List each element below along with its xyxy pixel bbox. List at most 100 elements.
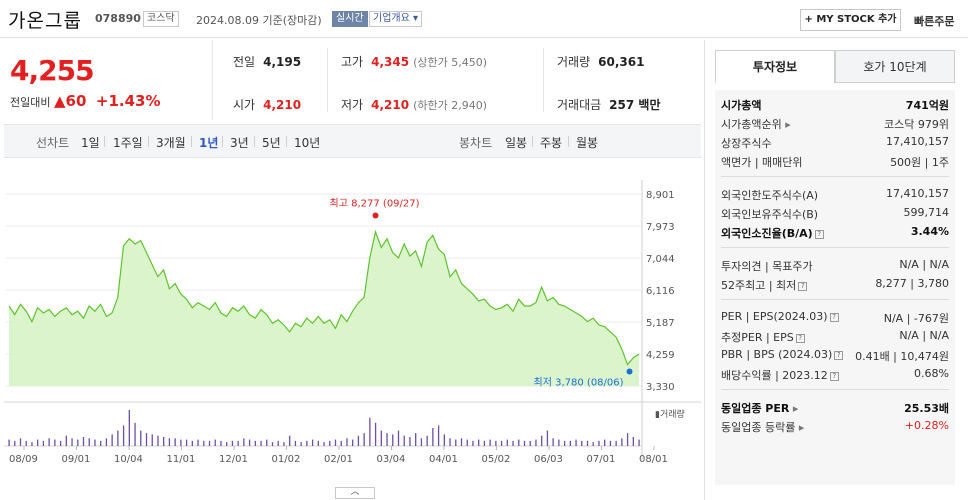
- price-change: 전일대비 ▲60 +1.43%: [10, 92, 161, 110]
- tab-1d[interactable]: 1일: [81, 136, 100, 150]
- x-tick-label: 12/01: [219, 454, 248, 465]
- y-tick-label: 6,116: [646, 286, 675, 297]
- volume-bar: [449, 438, 451, 446]
- help-icon[interactable]: ?: [829, 372, 839, 381]
- line-chart-label: 선차트: [36, 136, 70, 150]
- week52-row: 52주최고 | 최저? 8,277 | 3,780: [721, 277, 949, 292]
- y-tick-label: 5,187: [646, 318, 675, 329]
- volume-bar: [432, 428, 434, 446]
- volume-bar: [380, 430, 382, 446]
- add-mystock-button[interactable]: + MY STOCK 추가: [800, 9, 901, 31]
- tab-10y[interactable]: 10년: [294, 136, 321, 150]
- listed-shares-row: 상장주식수 17,410,157: [721, 135, 949, 150]
- help-icon[interactable]: ?: [834, 351, 844, 360]
- volume-bar: [541, 435, 543, 446]
- tab-monthly[interactable]: 월봉: [576, 136, 599, 150]
- volume-bar: [437, 425, 440, 446]
- volume-bar: [214, 439, 216, 446]
- x-tick-label: 06/03: [534, 454, 563, 465]
- volume-bar: [403, 435, 405, 446]
- high-annotation: 최고 8,277 (09/27): [330, 198, 420, 210]
- candle-chart-label: 봉차트: [459, 136, 493, 150]
- tab-1y[interactable]: 1년: [199, 136, 219, 150]
- company-info-dropdown[interactable]: 기업개요 ▾: [369, 11, 422, 27]
- tab-weekly[interactable]: 주봉: [540, 136, 563, 150]
- volume-bar: [122, 425, 125, 446]
- tab-daily[interactable]: 일봉: [505, 136, 528, 150]
- volume-bar: [226, 442, 228, 446]
- sector-change-row[interactable]: 동일업종 등락률 ▸ +0.28%: [721, 419, 949, 434]
- sector-per-row[interactable]: 동일업종 PER ▸ 25.53배: [721, 402, 949, 415]
- volume-bar: [334, 439, 337, 446]
- volume-bar: [271, 442, 274, 446]
- tab-order-book[interactable]: 호가 10단계: [835, 50, 955, 83]
- volume-bar: [352, 439, 354, 446]
- volume-bar: [374, 422, 377, 446]
- trade-volume: 거래량 60,361: [557, 55, 645, 69]
- volume-bar: [289, 435, 291, 446]
- volume-bar: [632, 437, 634, 446]
- x-tick-label: 11/01: [167, 454, 196, 465]
- x-tick-label: 09/01: [62, 454, 91, 465]
- up-arrow-icon: ▲: [53, 92, 66, 110]
- help-icon[interactable]: ?: [798, 282, 808, 291]
- collapse-chart-button[interactable]: ︿: [335, 487, 375, 499]
- quick-order-link[interactable]: 빠른주문: [914, 15, 955, 28]
- x-tick-label: 08/01: [639, 454, 668, 465]
- volume-bar: [8, 439, 10, 446]
- x-tick-label: 01/02: [272, 454, 301, 465]
- realtime-button[interactable]: 실시간: [332, 11, 368, 27]
- tab-investment-info[interactable]: 투자정보: [715, 50, 835, 83]
- help-icon[interactable]: ?: [795, 334, 805, 343]
- tab-1w[interactable]: 1주일: [113, 136, 143, 150]
- price-chart: 8,901 7,973 7,044 6,116 5,187 4,259 3,330 최고 8,…: [4, 180, 701, 465]
- volume-bar: [59, 440, 62, 446]
- tab-5y[interactable]: 5년: [262, 136, 281, 150]
- volume-bar: [621, 438, 623, 446]
- volume-bar: [94, 439, 96, 446]
- help-icon[interactable]: ?: [814, 230, 824, 239]
- volume-bar: [466, 439, 468, 446]
- trade-value: 거래대금 257 백만: [557, 98, 661, 112]
- y-tick-label: 7,044: [646, 254, 675, 265]
- volume-bar: [575, 439, 577, 446]
- help-icon[interactable]: ?: [829, 313, 839, 322]
- volume-bar: [306, 440, 308, 446]
- tab-3y[interactable]: 3년: [230, 136, 249, 150]
- volume-bar: [19, 438, 22, 446]
- volume-bar: [174, 438, 176, 446]
- volume-bar: [598, 440, 600, 446]
- volume-bar: [500, 440, 503, 446]
- change-label: 전일대비: [10, 96, 51, 109]
- investment-info-table: 시가총액 741억원 시가총액순위 ▸ 코스닥 979위 상장주식수 17,410,1…: [715, 90, 955, 485]
- volume-bar: [185, 439, 188, 446]
- volume-bar: [145, 433, 148, 446]
- volume-bar: [14, 440, 16, 446]
- volume-bar: [248, 439, 251, 446]
- volume-bar: [277, 440, 279, 446]
- stock-code: 078890: [95, 12, 141, 25]
- volume-bar: [180, 439, 182, 446]
- tab-3m[interactable]: 3개월: [156, 136, 186, 150]
- volume-bar: [558, 439, 560, 446]
- volume-bar: [592, 442, 594, 446]
- volume-bar: [397, 430, 400, 446]
- volume-bar: [478, 439, 480, 446]
- change-value: 60: [65, 92, 87, 110]
- volume-bar: [243, 438, 245, 446]
- stock-header: [0, 0, 968, 38]
- volume-bar: [363, 433, 365, 446]
- current-price: 4,255: [10, 54, 95, 87]
- change-percent: +1.43%: [95, 92, 161, 110]
- volume-bar: [157, 435, 159, 446]
- volume-bar: [77, 439, 79, 446]
- foreign-limit-row: 외국인한도주식수(A) 17,410,157: [721, 187, 949, 202]
- foreign-ratio-row: 외국인소진율(B/A)? 3.44%: [721, 225, 949, 240]
- volume-bar: [266, 439, 268, 446]
- volume-bar: [638, 439, 640, 446]
- high-price: 고가 4,345 (상한가 5,450): [341, 55, 487, 69]
- y-tick-label: 4,259: [646, 350, 675, 361]
- volume-bar: [163, 437, 165, 446]
- volume-bar: [392, 434, 394, 446]
- market-cap-rank-row[interactable]: 시가총액순위 ▸ 코스닥 979위: [721, 118, 949, 131]
